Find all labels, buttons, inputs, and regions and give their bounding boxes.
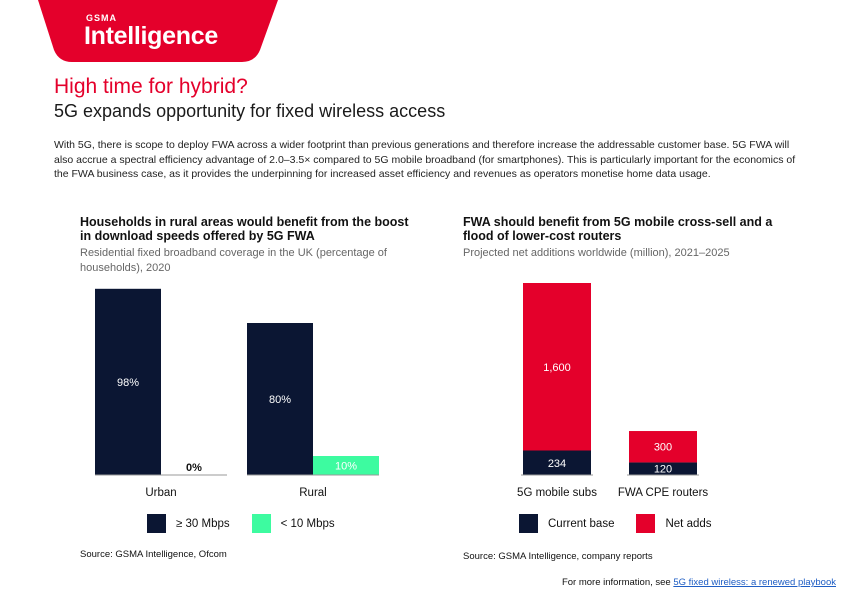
legend-swatch-net-adds — [636, 514, 656, 533]
data-label-fwa-cpe-routers-current-base: 120 — [654, 464, 672, 476]
logo-gsma-text: GSMA — [86, 13, 117, 23]
data-label-urban-30-mbps: 98% — [117, 377, 139, 389]
chart2-source: Source: GSMA Intelligence, company repor… — [463, 551, 653, 562]
bar-fwa-cpe-routers-net-adds — [629, 431, 697, 463]
data-label-5g-mobile-subs-net-adds: 1,600 — [543, 362, 571, 374]
footer: For more information, see 5G fixed wirel… — [562, 577, 836, 588]
logo-intelligence-text: Intelligence — [84, 22, 218, 50]
intro-paragraph: With 5G, there is scope to deploy FWA ac… — [54, 139, 796, 180]
legend-label-low-speed: < 10 Mbps — [280, 517, 335, 530]
chart1-source: Source: GSMA Intelligence, Ofcom — [80, 549, 227, 560]
legend-swatch-current-base — [519, 514, 538, 533]
legend-label-current-base: Current base — [548, 517, 615, 530]
category-label-fwa-cpe-routers: FWA CPE routers — [618, 487, 709, 499]
chart1-subtitle: Residential fixed broadband coverage in … — [80, 247, 387, 274]
brand-logo: GSMA Intelligence — [38, 0, 278, 62]
data-label-rural-30-mbps: 80% — [269, 394, 291, 406]
bar-fwa-cpe-routers-current-base — [629, 462, 697, 475]
bar-urban-30-mbps — [95, 288, 161, 475]
bar-rural-30-mbps — [247, 323, 313, 475]
data-label-5g-mobile-subs-current-base: 234 — [548, 458, 566, 470]
chart2-subtitle: Projected net additions worldwide (milli… — [463, 247, 730, 259]
logo-banner-shape — [38, 0, 278, 62]
legend-swatch-high-speed — [147, 514, 166, 533]
footer-text: For more information, see — [561, 577, 674, 588]
data-label-rural-10-mbps: 10% — [335, 461, 357, 473]
bar-5g-mobile-subs-current-base — [523, 450, 591, 475]
chart1-title: Households in rural areas would benefit … — [80, 215, 409, 243]
bar-5g-mobile-subs-net-adds — [523, 283, 591, 451]
category-label-urban: Urban — [145, 487, 176, 499]
page-subtitle: 5G expands opportunity for fixed wireles… — [54, 101, 446, 121]
legend-label-high-speed: ≥ 30 Mbps — [176, 517, 230, 530]
chart2-legend: Current base Net adds — [519, 514, 734, 533]
legend-label-net-adds: Net adds — [665, 517, 712, 530]
chart1-legend: ≥ 30 Mbps < 10 Mbps — [147, 514, 357, 533]
legend-swatch-low-speed — [251, 514, 271, 533]
footer-report-link[interactable]: 5G fixed wireless: a renewed playbook — [673, 577, 836, 588]
bar-rural-10-mbps — [313, 456, 379, 475]
category-label-rural: Rural — [299, 487, 326, 499]
category-label-5g-mobile-subs: 5G mobile subs — [517, 487, 597, 499]
page-title: High time for hybrid? — [54, 75, 248, 98]
data-label-fwa-cpe-routers-net-adds: 300 — [654, 442, 672, 454]
data-label-urban-10-mbps: 0% — [186, 462, 202, 474]
chart2-title: FWA should benefit from 5G mobile cross-… — [463, 215, 773, 243]
